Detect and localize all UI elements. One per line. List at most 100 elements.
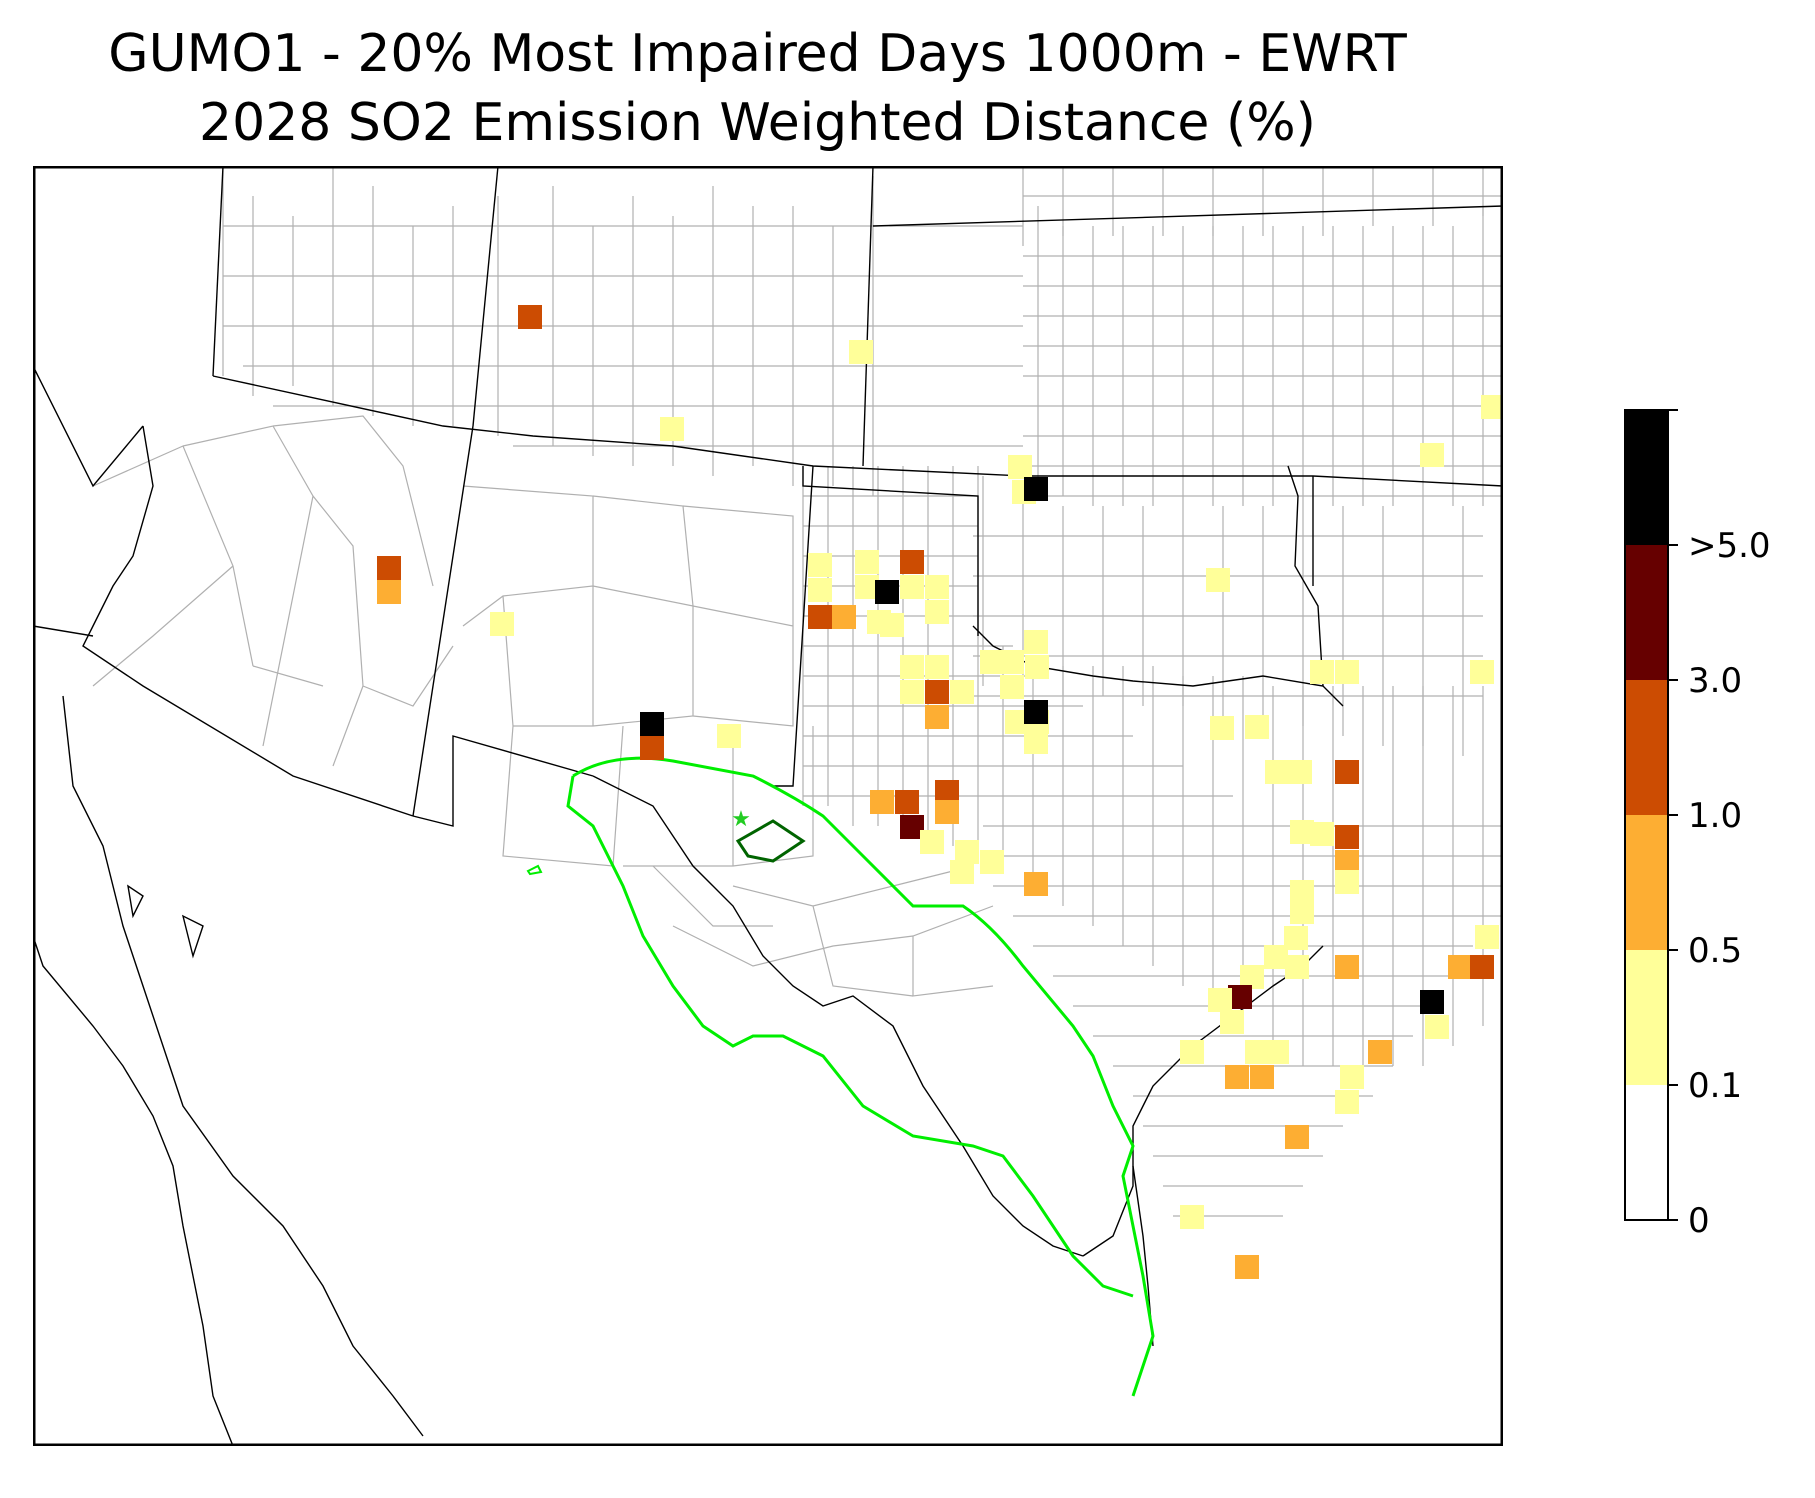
emission-cell [1310,660,1334,684]
emission-cell [875,580,899,604]
emission-cell [1335,1090,1359,1114]
colorbar-bin [1625,950,1668,1085]
emission-cell [1420,990,1444,1014]
emission-cell [1335,760,1359,784]
map-title-line2: 2028 SO2 Emission Weighted Distance (%) [199,93,1316,153]
emission-cell [925,600,949,624]
emission-cell [1235,1255,1259,1279]
emission-cell [895,790,919,814]
emission-cell [640,712,664,736]
emission-cell [1368,1040,1392,1064]
emission-cell [950,860,974,884]
colorbar-tick-label: 0.1 [1688,1066,1742,1106]
emission-cell [1206,568,1230,592]
emission-cell [1024,477,1048,501]
colorbar-tick-label: 0.5 [1688,931,1742,971]
emission-cells [377,305,1503,1279]
emission-cell [490,612,514,636]
emission-cell [1265,760,1289,784]
emission-cell [808,605,832,629]
emission-cell [1288,760,1312,784]
emission-cell [660,417,684,441]
emission-cell [1025,655,1049,679]
emission-cell [1000,675,1024,699]
small-contour [526,864,543,876]
colorbar-bin [1625,410,1668,545]
park-boundary [735,819,806,863]
emission-cell [925,705,949,729]
emission-cell [1335,825,1359,849]
emission-cell [900,550,924,574]
emission-cell [1340,1065,1364,1089]
colorbar-bin [1625,815,1668,950]
emission-cell [1208,988,1232,1012]
colorbar-tick-label: >5.0 [1688,526,1771,566]
emission-cell [1481,395,1503,419]
contour-line [572,756,1155,1397]
emission-cell [925,655,949,679]
emission-cell [1285,955,1309,979]
colorbar-tick-label: 0 [1688,1201,1710,1241]
emission-cell [717,724,741,748]
emission-cell [1250,1065,1274,1089]
emission-cell [1470,955,1494,979]
emission-cell [1425,1015,1449,1039]
map-frame [33,166,1503,1446]
site-star-icon: ★ [731,807,751,832]
emission-cell [1335,955,1359,979]
emission-cell [1024,700,1048,724]
emission-cell [849,340,873,364]
emission-cell [1264,945,1288,969]
colorbar-bin [1625,1085,1668,1220]
emission-cell [808,553,832,577]
emission-cell [518,305,542,329]
map-title-line1: GUMO1 - 20% Most Impaired Days 1000m - E… [108,24,1407,84]
colorbar-tick-label: 1.0 [1688,796,1742,836]
emission-cell [920,830,944,854]
emission-cell [1475,925,1499,949]
emission-cell [1024,630,1048,654]
emission-cell [808,578,832,602]
emission-cell [1024,730,1048,754]
emission-cell [1470,660,1494,684]
emission-cell [925,575,949,599]
emission-cell [900,655,924,679]
emission-cell [950,680,974,704]
emission-cell [1335,870,1359,894]
state-borders [33,166,1503,1446]
emission-cell [1420,443,1444,467]
emission-cell [1245,715,1269,739]
emission-cell [1448,955,1472,979]
emission-cell [900,680,924,704]
emission-cell [870,790,894,814]
emission-cell [1265,1040,1289,1064]
emission-cell [1000,650,1024,674]
colorbar-bin [1625,680,1668,815]
contour-line-outer [566,775,1134,1298]
emission-cell [1310,822,1334,846]
emission-cell [377,556,401,580]
colorbar-bin [1625,545,1668,680]
emission-cell [1180,1205,1204,1229]
emission-cell [935,800,959,824]
emission-cell [640,736,664,760]
emission-cell [1180,1040,1204,1064]
emission-cell [1225,1065,1249,1089]
emission-cell [980,850,1004,874]
emission-cell [1335,660,1359,684]
emission-cell [1290,900,1314,924]
map-panel: ★ [33,166,1503,1446]
emission-cell [900,575,924,599]
emission-cell [1210,716,1234,740]
emission-cell [1008,455,1032,479]
emission-cell [1220,1010,1244,1034]
county-lines [92,166,1503,1217]
emission-cell [880,613,904,637]
emission-cell [925,680,949,704]
emission-cell [377,580,401,604]
emission-cell [1024,872,1048,896]
emission-cell [1285,1125,1309,1149]
colorbar: 0 0.1 0.5 1.0 3.0 >5.0 [1624,409,1771,1241]
emission-cell [855,550,879,574]
emission-cell [832,605,856,629]
